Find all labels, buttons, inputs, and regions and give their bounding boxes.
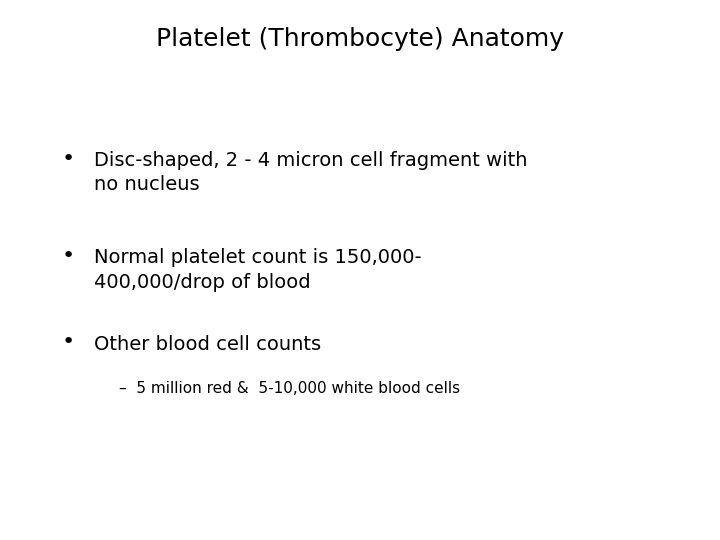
Text: •: • [61,246,74,266]
Text: Other blood cell counts: Other blood cell counts [94,335,320,354]
Text: Normal platelet count is 150,000-
400,000/drop of blood: Normal platelet count is 150,000- 400,00… [94,248,421,292]
Text: Platelet (Thrombocyte) Anatomy: Platelet (Thrombocyte) Anatomy [156,27,564,51]
Text: •: • [61,148,74,168]
Text: Disc-shaped, 2 - 4 micron cell fragment with
no nucleus: Disc-shaped, 2 - 4 micron cell fragment … [94,151,527,194]
Text: –  5 million red &  5-10,000 white blood cells: – 5 million red & 5-10,000 white blood c… [119,381,460,396]
Text: •: • [61,332,74,352]
